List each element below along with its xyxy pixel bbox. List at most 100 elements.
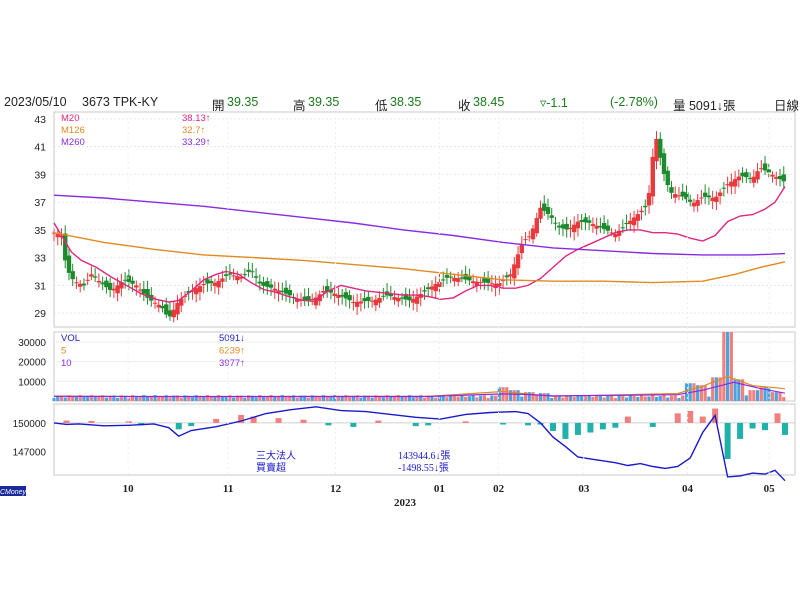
volume-bar bbox=[602, 397, 606, 401]
brand-label: CMoney bbox=[0, 489, 27, 496]
volume-bar bbox=[681, 395, 685, 401]
volume-bar bbox=[101, 395, 105, 401]
volume-bar bbox=[774, 392, 778, 401]
volume-bar bbox=[621, 395, 625, 401]
volume-bar bbox=[763, 387, 767, 401]
volume-bar bbox=[134, 396, 138, 401]
volume-bar bbox=[508, 390, 513, 401]
volume-bar bbox=[202, 396, 206, 401]
volume-bar bbox=[464, 396, 468, 401]
volume-bar bbox=[284, 397, 288, 401]
institutional-bar bbox=[699, 416, 706, 423]
volume-bar bbox=[175, 395, 180, 401]
candle-body bbox=[628, 220, 633, 225]
institutional-bar bbox=[782, 422, 788, 435]
volume-bar bbox=[82, 396, 86, 401]
month-tick-label: 05 bbox=[764, 483, 776, 495]
candle-body bbox=[96, 280, 102, 283]
volume-bar bbox=[396, 395, 400, 401]
institutional-bar bbox=[175, 422, 182, 430]
candle-body bbox=[774, 176, 779, 179]
volume-bar bbox=[123, 395, 127, 401]
candle-body bbox=[283, 287, 289, 294]
volume-bar bbox=[97, 396, 101, 401]
volume-bar bbox=[142, 395, 146, 401]
volume-bar bbox=[280, 395, 284, 401]
volume-bar bbox=[662, 395, 666, 401]
price-panel bbox=[53, 111, 796, 328]
price-tick-label: 29 bbox=[34, 308, 46, 320]
close-value: 38.45 bbox=[473, 95, 505, 109]
candle-body bbox=[354, 301, 360, 307]
volume-bar bbox=[217, 395, 221, 401]
candle-body bbox=[324, 286, 330, 292]
volume-bar bbox=[445, 397, 449, 401]
candle-body bbox=[515, 254, 521, 269]
candle-body bbox=[575, 221, 581, 229]
volume-bar bbox=[677, 397, 681, 401]
volume-bar bbox=[482, 395, 486, 401]
candle-body bbox=[310, 300, 315, 302]
volume-bar bbox=[561, 397, 565, 401]
month-tick-label: 03 bbox=[578, 483, 590, 495]
volume-bar bbox=[531, 392, 535, 401]
candle-body bbox=[497, 283, 502, 287]
volume-bar bbox=[299, 395, 303, 401]
volume-bar bbox=[261, 396, 266, 401]
candle-body bbox=[130, 280, 135, 284]
volume-bar bbox=[733, 379, 737, 401]
volume-bar bbox=[385, 395, 389, 401]
candle-body bbox=[111, 288, 117, 291]
volume-bar bbox=[744, 395, 748, 401]
volume-bar bbox=[740, 379, 745, 401]
candle-body bbox=[643, 205, 648, 208]
volume-legend-value: 5091↓ bbox=[219, 333, 245, 344]
candle-body bbox=[89, 274, 94, 277]
candle-body bbox=[714, 196, 719, 202]
volume-bar bbox=[355, 395, 359, 401]
candle-body bbox=[571, 224, 577, 233]
volume-bar bbox=[598, 395, 602, 401]
candle-body bbox=[508, 274, 513, 277]
institutional-bar bbox=[188, 422, 195, 427]
volume-bar bbox=[348, 397, 352, 401]
candle-body bbox=[605, 225, 611, 231]
volume-bar bbox=[198, 396, 202, 401]
ma260-line bbox=[53, 194, 786, 256]
volume-bar bbox=[422, 397, 427, 401]
volume-bar bbox=[565, 395, 569, 401]
year-label: 2023 bbox=[394, 497, 417, 509]
volume-bar bbox=[636, 396, 640, 401]
volume-bar bbox=[520, 396, 524, 401]
volume-bar bbox=[374, 395, 378, 401]
price-tick-label: 41 bbox=[34, 142, 46, 154]
institutional-bar bbox=[425, 422, 432, 426]
candle-body bbox=[695, 200, 700, 206]
volume-bar bbox=[669, 395, 674, 401]
institutional-bar bbox=[674, 413, 681, 423]
candle-body bbox=[119, 282, 124, 289]
candle-body bbox=[583, 217, 588, 223]
candle-body bbox=[706, 195, 712, 198]
candle-body bbox=[482, 278, 487, 283]
volume-bar bbox=[340, 396, 344, 401]
volume-bar bbox=[190, 397, 195, 401]
candle-body bbox=[317, 294, 322, 302]
volume-bar bbox=[276, 396, 281, 401]
candle-body bbox=[280, 290, 285, 293]
volume-bar bbox=[254, 397, 258, 401]
institutional-panel bbox=[53, 403, 796, 476]
candle-body bbox=[238, 277, 244, 279]
month-tick-label: 11 bbox=[223, 483, 233, 495]
institutional-label-name: 三大法人 bbox=[256, 449, 296, 462]
volume-bar bbox=[527, 392, 531, 401]
candle-body bbox=[725, 184, 730, 186]
candle-body bbox=[339, 294, 345, 297]
price-tick-label: 39 bbox=[34, 169, 46, 181]
volume-tick-label: 30000 bbox=[18, 338, 46, 349]
volume-bar bbox=[295, 397, 299, 401]
candle-body bbox=[100, 282, 105, 285]
candle-body bbox=[455, 278, 461, 282]
volume-bar bbox=[179, 397, 183, 401]
candle-body bbox=[426, 287, 431, 289]
